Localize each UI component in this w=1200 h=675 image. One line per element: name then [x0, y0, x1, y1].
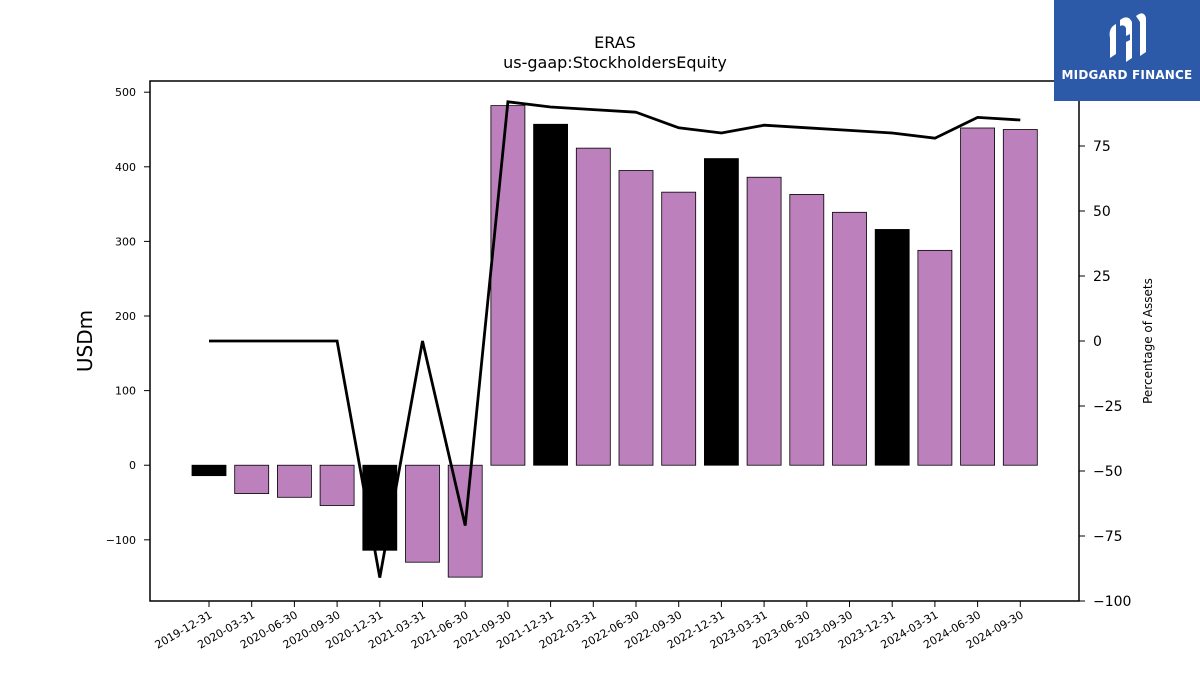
chart-subtitle: us-gaap:StockholdersEquity: [503, 53, 727, 72]
bar-2022-06-30: [618, 170, 654, 466]
bar-2023-06-30: [789, 194, 825, 466]
bar-2024-06-30: [960, 127, 995, 466]
bar-2019-12-31: [191, 464, 227, 477]
y-axis-label: USDm: [73, 310, 97, 372]
y2-tick-label: 0: [1093, 334, 1102, 350]
bar-2020-06-30: [276, 464, 312, 498]
bar-2023-09-30: [832, 211, 867, 466]
bar-2024-03-31: [917, 249, 953, 466]
percentage-of-assets-line: [209, 100, 1021, 578]
logo-text: MIDGARD FINANCE: [1061, 68, 1193, 82]
bar-2021-12-31: [533, 123, 568, 466]
bar-2021-09-30: [490, 105, 526, 466]
bar-2022-09-30: [661, 191, 697, 466]
x-axis: 2019-12-312020-03-312020-06-302020-09-30…: [153, 601, 1026, 652]
bar-2023-03-31: [746, 176, 782, 466]
y2-tick-label: 50: [1093, 204, 1111, 220]
y2-tick-label: −50: [1093, 464, 1123, 480]
y-axis-left: −100 0 100 200 300 400 500: [106, 86, 150, 547]
midgard-logo-icon: [1109, 13, 1146, 62]
y-tick-label: 0: [129, 459, 136, 472]
y2-tick-label: −25: [1093, 399, 1123, 415]
bar-2020-09-30: [319, 464, 355, 506]
bar-2020-03-31: [234, 464, 270, 494]
chart-title: ERAS: [594, 33, 636, 52]
y-tick-label: 400: [115, 161, 136, 174]
line-series: [209, 100, 1021, 578]
bar-series: [191, 105, 1038, 578]
bar-2024-09-30: [1002, 129, 1038, 466]
bar-2022-03-31: [575, 147, 611, 466]
bar-2021-03-31: [405, 464, 440, 563]
y2-tick-label: −100: [1093, 594, 1131, 610]
y-tick-label: 500: [115, 86, 136, 99]
y-tick-label: 100: [115, 385, 136, 398]
y2-axis-label: Percentage of Assets: [1141, 278, 1155, 404]
y-tick-label: −100: [106, 534, 136, 547]
y2-tick-label: −75: [1093, 529, 1123, 545]
y-tick-label: 300: [115, 235, 136, 248]
y2-tick-label: 25: [1093, 269, 1111, 285]
bar-2022-12-31: [704, 158, 739, 466]
logo-badge: MIDGARD FINANCE: [1054, 0, 1200, 101]
bar-2023-12-31: [874, 229, 910, 466]
y-axis-right: −100 −75 −50 −25 0 25 50 75: [1079, 139, 1131, 610]
y2-tick-label: 75: [1093, 139, 1111, 155]
y-tick-label: 200: [115, 310, 136, 323]
